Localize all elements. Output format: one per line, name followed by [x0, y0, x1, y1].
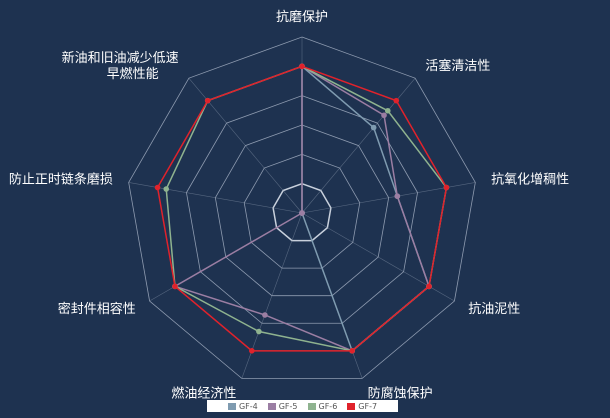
data-point	[299, 210, 305, 216]
indicator-label: 新油和旧油减少低速早燃性能	[62, 50, 179, 82]
grid-ring	[186, 95, 418, 324]
grid-ring	[128, 36, 476, 379]
legend-item-gf-5[interactable]: GF-5	[267, 401, 298, 411]
indicator-label: 防止正时链条磨损	[9, 172, 113, 188]
legend-item-gf-6[interactable]: GF-6	[307, 401, 338, 411]
indicator-label: 抗油泥性	[468, 302, 520, 317]
data-point	[204, 97, 211, 104]
indicator-label: 抗氧化增稠性	[491, 173, 569, 188]
axis-line	[188, 77, 303, 214]
data-point	[394, 193, 401, 199]
data-point	[163, 186, 170, 192]
data-point	[154, 184, 161, 191]
data-point	[172, 283, 178, 290]
legend-item-gf-4[interactable]: GF-4	[227, 401, 258, 411]
indicator-label: 燃油经济性	[171, 385, 236, 401]
grid-ring	[214, 124, 390, 297]
legend: GF-4 GF-5 GF-6 GF-7	[207, 400, 398, 412]
legend-swatch	[267, 402, 276, 410]
axis-line	[128, 182, 303, 214]
data-point	[262, 312, 268, 318]
data-point	[349, 348, 355, 354]
axis-line	[301, 77, 416, 214]
grid-ring	[272, 182, 332, 242]
series-line-gf-7	[156, 65, 448, 352]
legend-label: GF-5	[278, 401, 298, 411]
legend-item-gf-7[interactable]: GF-7	[347, 402, 377, 411]
indicator-label: 防腐蚀保护	[368, 385, 433, 401]
legend-swatch	[347, 402, 356, 410]
series-line-gf-5	[173, 65, 430, 352]
axis-line	[301, 212, 455, 302]
indicator-label: 密封件相容性	[58, 301, 136, 317]
data-point	[384, 107, 391, 114]
data-point	[381, 112, 387, 119]
legend-label: GF-6	[318, 401, 338, 411]
legend-swatch	[307, 402, 316, 410]
legend-label: GF-7	[358, 401, 378, 411]
data-point	[370, 124, 377, 131]
indicator-label: 抗磨保护	[276, 10, 328, 25]
data-point	[393, 97, 400, 104]
legend-swatch	[227, 402, 236, 410]
series-line-gf-4	[301, 64, 430, 353]
data-point	[256, 328, 262, 335]
series-line-gf-6	[165, 65, 448, 352]
data-point	[299, 63, 305, 70]
legend-label: GF-4	[238, 401, 258, 411]
data-point	[443, 184, 450, 191]
indicator-label: 活塞清洁性	[425, 58, 490, 74]
grid-ring	[243, 153, 361, 269]
axis-line	[301, 182, 476, 214]
data-point	[249, 348, 255, 354]
data-point	[426, 283, 432, 290]
